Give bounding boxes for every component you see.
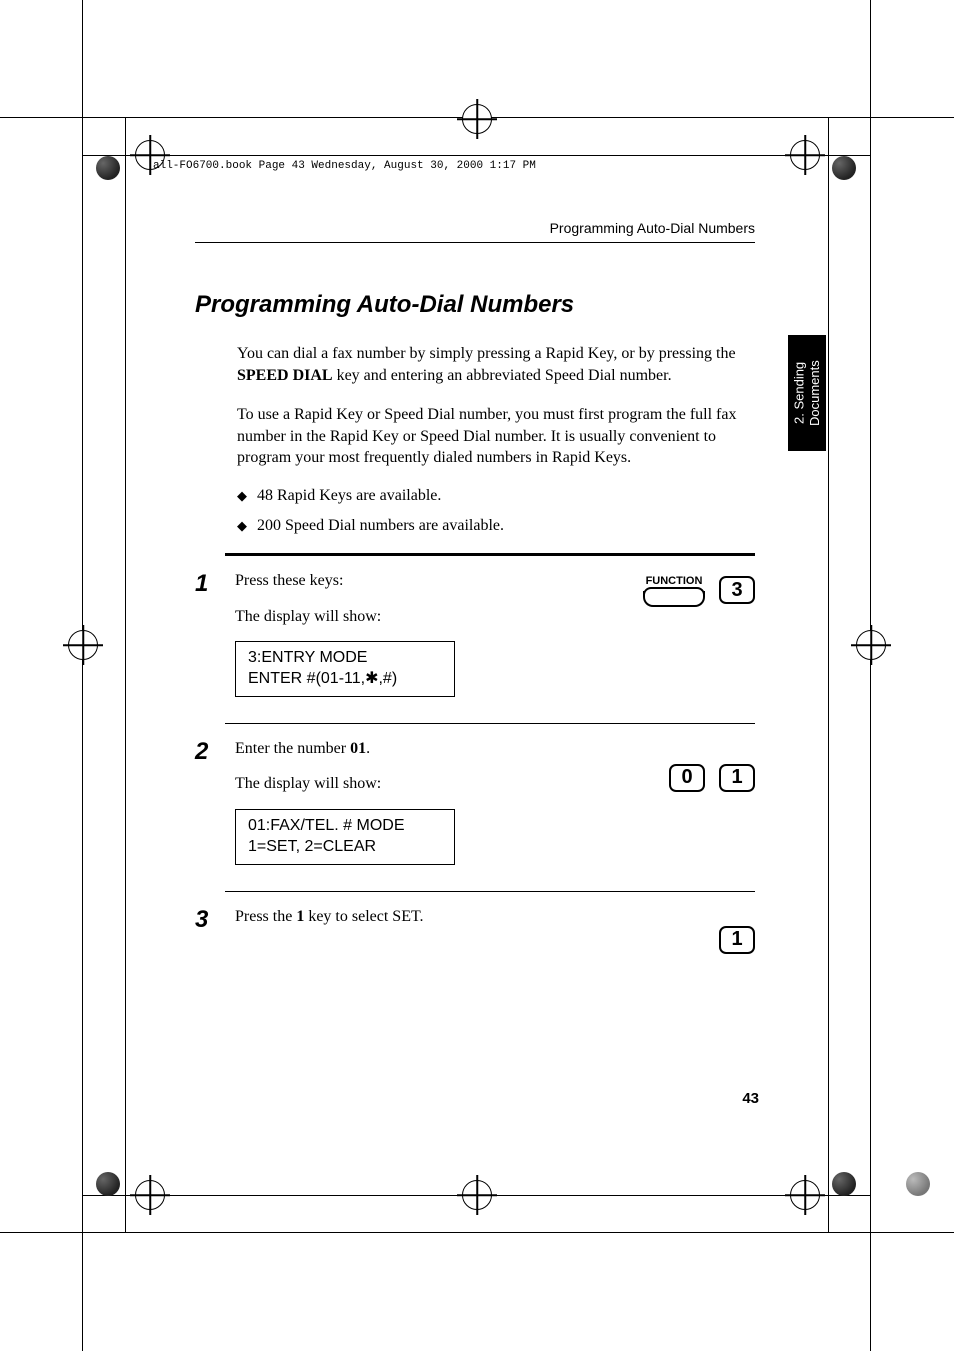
page-number: 43 — [742, 1090, 759, 1107]
section-rule — [225, 553, 755, 556]
step2-bold: 01 — [350, 740, 366, 757]
running-head: Programming Auto-Dial Numbers — [195, 220, 755, 236]
density-patch-icon — [906, 1172, 930, 1196]
intro-paragraph-2: To use a Rapid Key or Speed Dial number,… — [237, 404, 755, 469]
digit-key-1: 1 — [719, 926, 755, 954]
bullet-item: 48 Rapid Keys are available. — [237, 487, 755, 505]
intro-text: You can dial a fax number by simply pres… — [237, 343, 755, 469]
display-line: 3:ENTRY MODE — [248, 648, 442, 669]
step2-line2: The display will show: — [235, 773, 639, 795]
registration-mark-icon — [462, 1180, 492, 1210]
step2-keys: 0 1 — [669, 764, 755, 792]
text-run: Enter the number — [235, 740, 350, 757]
density-patch-icon — [832, 156, 856, 180]
step1-keys: FUNCTION 3 — [643, 574, 755, 607]
registration-mark-icon — [790, 1180, 820, 1210]
step1-line2: The display will show: — [235, 606, 613, 628]
density-patch-icon — [832, 1172, 856, 1196]
crop-line — [870, 0, 871, 1351]
crop-line — [0, 1232, 954, 1233]
function-key-graphic: FUNCTION — [643, 574, 705, 607]
display-line: ENTER #(01-11,✱,#) — [248, 669, 442, 690]
digit-key-1: 1 — [719, 764, 755, 792]
chapter-tab: 2. Sending Documents — [788, 335, 826, 451]
section-title: Programming Auto-Dial Numbers — [195, 291, 755, 319]
step2-line1: Enter the number 01. — [235, 738, 639, 760]
inner-frame-line — [82, 155, 870, 156]
inner-frame-line — [828, 117, 829, 1232]
lcd-display: 3:ENTRY MODE ENTER #(01-11,✱,#) — [235, 641, 455, 697]
step-rule — [225, 723, 755, 724]
step-number: 1 — [195, 570, 235, 596]
step-number: 3 — [195, 906, 235, 932]
text-run: . — [366, 740, 370, 757]
digit-key-3: 3 — [719, 576, 755, 604]
registration-mark-icon — [462, 104, 492, 134]
text-run: Press the — [235, 908, 296, 925]
registration-mark-icon — [790, 140, 820, 170]
density-patch-icon — [96, 1172, 120, 1196]
step3-keys: 1 — [719, 926, 755, 954]
lcd-display: 01:FAX/TEL. # MODE 1=SET, 2=CLEAR — [235, 809, 455, 865]
speed-dial-bold: SPEED DIAL — [237, 367, 333, 384]
step1-line1: Press these keys: — [235, 570, 613, 592]
display-line: 01:FAX/TEL. # MODE — [248, 816, 442, 837]
display-line: 1=SET, 2=CLEAR — [248, 837, 442, 858]
function-key-icon — [643, 591, 705, 607]
book-header-note: all-FO6700.book Page 43 Wednesday, Augus… — [153, 160, 536, 172]
digit-key-0: 0 — [669, 764, 705, 792]
page-content: Programming Auto-Dial Numbers Programmin… — [195, 220, 755, 954]
step-3: 3 Press the 1 key to select SET. 1 — [195, 906, 755, 954]
step-1: 1 Press these keys: The display will sho… — [195, 570, 755, 701]
registration-mark-icon — [135, 1180, 165, 1210]
step3-line1: Press the 1 key to select SET. — [235, 906, 689, 928]
inner-frame-line — [125, 117, 126, 1232]
registration-mark-icon — [68, 630, 98, 660]
step-number: 2 — [195, 738, 235, 764]
step-2: 2 Enter the number 01. The display will … — [195, 738, 755, 869]
intro-paragraph-1: You can dial a fax number by simply pres… — [237, 343, 755, 386]
text-run: key to select SET. — [304, 908, 423, 925]
crop-line — [82, 0, 83, 1351]
text-run: key and entering an abbreviated Speed Di… — [333, 367, 672, 384]
step-rule — [225, 891, 755, 892]
registration-mark-icon — [856, 630, 886, 660]
text-run: You can dial a fax number by simply pres… — [237, 345, 736, 362]
bullet-item: 200 Speed Dial numbers are available. — [237, 517, 755, 535]
density-patch-icon — [96, 156, 120, 180]
head-rule — [195, 242, 755, 243]
bullet-list: 48 Rapid Keys are available. 200 Speed D… — [237, 487, 755, 535]
